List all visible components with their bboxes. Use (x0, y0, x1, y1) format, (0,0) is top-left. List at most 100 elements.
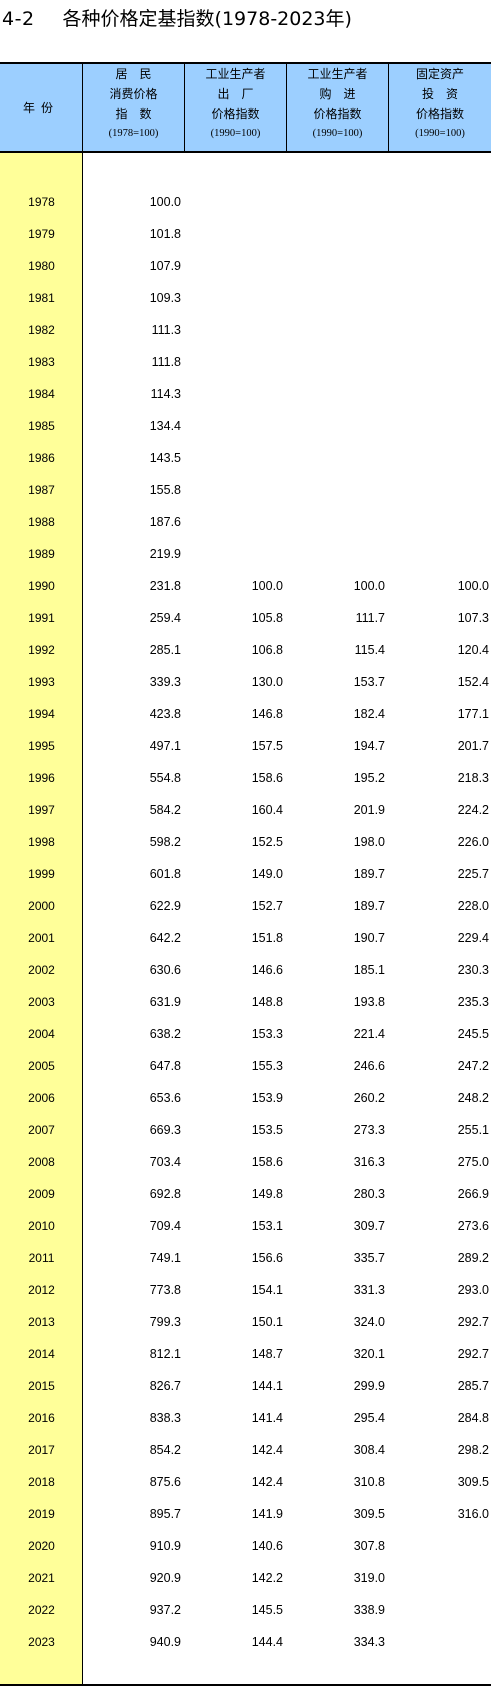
cpi-cell: 111.3 (151, 323, 181, 337)
table-bottom-rule (0, 1684, 491, 1686)
table-row: 2008 703.4 158.6 316.3 275.0 (0, 1146, 491, 1178)
year-cell: 2022 (28, 1603, 55, 1617)
ppi-purchase-cell: 310.8 (353, 1475, 385, 1489)
ppi-purchase-cell: 201.9 (353, 803, 385, 817)
ppi-purchase-cell: 319.0 (353, 1571, 385, 1585)
ppi-purchase-cell: 335.7 (353, 1251, 385, 1265)
fixed-asset-cell: 177.1 (457, 707, 489, 721)
header-line: 投 资 (421, 87, 458, 101)
header-line: 消费价格 (109, 87, 158, 101)
cpi-cell: 598.2 (149, 835, 181, 849)
year-cell: 1986 (28, 451, 55, 465)
ppi-purchase-cell: 320.1 (353, 1347, 385, 1361)
cpi-cell: 111.8 (151, 355, 181, 369)
ppi-output-cell: 106.8 (251, 643, 283, 657)
fixed-asset-cell: 309.5 (457, 1475, 489, 1489)
fixed-asset-cell: 226.0 (457, 835, 489, 849)
ppi-purchase-cell: 221.4 (353, 1027, 385, 1041)
ppi-purchase-cell: 246.6 (353, 1059, 385, 1073)
table-row: 1984 114.3 (0, 378, 491, 410)
cpi-cell: 937.2 (149, 1603, 181, 1617)
ppi-purchase-cell: 273.3 (353, 1123, 385, 1137)
table-row: 1999 601.8 149.0 189.7 225.7 (0, 858, 491, 890)
cpi-cell: 101.8 (149, 227, 181, 241)
cpi-cell: 622.9 (149, 899, 181, 913)
cpi-cell: 642.2 (149, 931, 181, 945)
ppi-output-cell: 146.8 (251, 707, 283, 721)
table-number: 4-2 (2, 8, 35, 30)
cpi-cell: 703.4 (149, 1155, 181, 1169)
fixed-asset-cell: 248.2 (457, 1091, 489, 1105)
table-row: 1980 107.9 (0, 250, 491, 282)
table-row: 2014 812.1 148.7 320.1 292.7 (0, 1338, 491, 1370)
cpi-cell: 838.3 (149, 1411, 181, 1425)
table-row: 1979 101.8 (0, 218, 491, 250)
year-cell: 1993 (28, 675, 55, 689)
ppi-purchase-cell: 185.1 (353, 963, 385, 977)
cpi-cell: 630.6 (149, 963, 181, 977)
table-title: 各种价格定基指数(1978-2023年) (62, 8, 352, 30)
fixed-asset-cell: 245.5 (457, 1027, 489, 1041)
cpi-cell: 940.9 (149, 1635, 181, 1649)
header-line: 居 民 (115, 67, 152, 81)
year-cell: 1979 (28, 227, 55, 241)
year-cell: 2016 (28, 1411, 55, 1425)
ppi-output-cell: 160.4 (251, 803, 283, 817)
ppi-output-cell: 153.5 (251, 1123, 283, 1137)
fixed-asset-cell: 100.0 (457, 579, 489, 593)
year-cell: 2001 (28, 931, 55, 945)
year-cell: 2007 (28, 1123, 55, 1137)
table-row: 1990 231.8 100.0 100.0 100.0 (0, 570, 491, 602)
header-line: 出 厂 (217, 87, 254, 101)
ppi-purchase-cell: 193.8 (353, 995, 385, 1009)
table-row: 2007 669.3 153.5 273.3 255.1 (0, 1114, 491, 1146)
ppi-output-cell: 148.7 (251, 1347, 283, 1361)
year-cell: 1978 (28, 195, 55, 209)
cpi-cell: 114.3 (150, 387, 181, 401)
fixed-asset-cell: 235.3 (457, 995, 489, 1009)
ppi-output-cell: 144.4 (251, 1635, 283, 1649)
year-cell: 2009 (28, 1187, 55, 1201)
year-cell: 2021 (28, 1571, 55, 1585)
ppi-purchase-cell: 189.7 (353, 899, 385, 913)
fixed-asset-cell: 120.4 (457, 643, 489, 657)
year-column-band (0, 153, 83, 1684)
year-cell: 1996 (28, 771, 55, 785)
header-line: 固定资产 (415, 67, 464, 81)
table-row: 2020 910.9 140.6 307.8 (0, 1530, 491, 1562)
table-row: 2021 920.9 142.2 319.0 (0, 1562, 491, 1594)
cpi-cell: 107.9 (149, 259, 181, 273)
table-row: 1998 598.2 152.5 198.0 226.0 (0, 826, 491, 858)
ppi-purchase-cell: 111.7 (355, 611, 385, 625)
table-row: 2012 773.8 154.1 331.3 293.0 (0, 1274, 491, 1306)
header-base: (1978=100) (108, 128, 159, 139)
header-cpi: 居 民 消费价格 指 数 (1978=100) (83, 64, 185, 151)
ppi-output-cell: 141.4 (251, 1411, 283, 1425)
ppi-purchase-cell: 115.4 (354, 643, 385, 657)
year-cell: 1994 (28, 707, 55, 721)
cpi-cell: 187.6 (149, 515, 181, 529)
table-row: 1989 219.9 (0, 538, 491, 570)
fixed-asset-cell: 247.2 (457, 1059, 489, 1073)
ppi-output-cell: 142.4 (251, 1443, 283, 1457)
cpi-cell: 109.3 (149, 291, 181, 305)
ppi-output-cell: 105.8 (251, 611, 283, 625)
ppi-purchase-cell: 331.3 (353, 1283, 385, 1297)
fixed-asset-cell: 292.7 (457, 1347, 489, 1361)
cpi-cell: 910.9 (149, 1539, 181, 1553)
header-year: 年份 (0, 64, 83, 151)
cpi-cell: 854.2 (149, 1443, 181, 1457)
table-row: 2002 630.6 146.6 185.1 230.3 (0, 954, 491, 986)
ppi-output-cell: 151.8 (251, 931, 283, 945)
year-cell: 2005 (28, 1059, 55, 1073)
fixed-asset-cell: 229.4 (457, 931, 489, 945)
table-row: 1985 134.4 (0, 410, 491, 442)
cpi-cell: 709.4 (149, 1219, 181, 1233)
table-row: 1995 497.1 157.5 194.7 201.7 (0, 730, 491, 762)
ppi-output-cell: 149.8 (251, 1187, 283, 1201)
ppi-purchase-cell: 195.2 (353, 771, 385, 785)
cpi-cell: 812.1 (149, 1347, 181, 1361)
table-row: 1996 554.8 158.6 195.2 218.3 (0, 762, 491, 794)
header-line: 价格指数 (415, 107, 464, 121)
ppi-output-cell: 142.4 (251, 1475, 283, 1489)
